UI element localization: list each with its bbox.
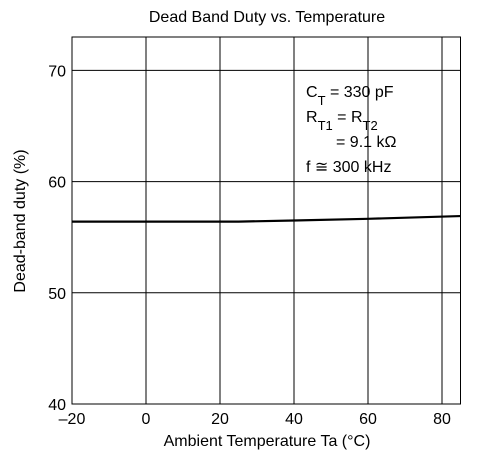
annotation-part: = R [333,109,363,126]
y-tick-label: 40 [48,397,66,414]
annotation-part: = 330 pF [326,84,394,101]
y-tick-label: 50 [48,286,66,303]
x-axis-label: Ambient Temperature Ta (°C) [164,433,371,450]
x-tick-label: 20 [211,411,229,428]
x-tick-label: 60 [359,411,377,428]
y-tick-label: 60 [48,175,66,192]
annotation: RT1 = RT2 [306,109,378,133]
annotation: = 9.1 kΩ [336,134,396,151]
annotation-part: f ≅ 300 kHz [306,159,391,176]
x-tick-label: –20 [59,411,86,428]
chart-title: Dead Band Duty vs. Temperature [149,9,385,26]
y-tick-label: 70 [48,63,66,80]
annotation-part: T [318,93,326,108]
x-tick-label: 0 [142,411,151,428]
data-line [72,214,461,223]
x-tick-label: 80 [433,411,451,428]
annotation: f ≅ 300 kHz [306,159,391,176]
annotation-part: T1 [318,118,333,133]
annotation-part: = 9.1 kΩ [336,134,396,151]
annotation: CT = 330 pF [306,84,394,108]
annotation-part: T2 [363,118,378,133]
annotation-part: C [306,84,318,101]
annotation-part: R [306,109,318,126]
y-axis-label: Dead-band duty (%) [12,149,29,292]
x-tick-label: 40 [285,411,303,428]
